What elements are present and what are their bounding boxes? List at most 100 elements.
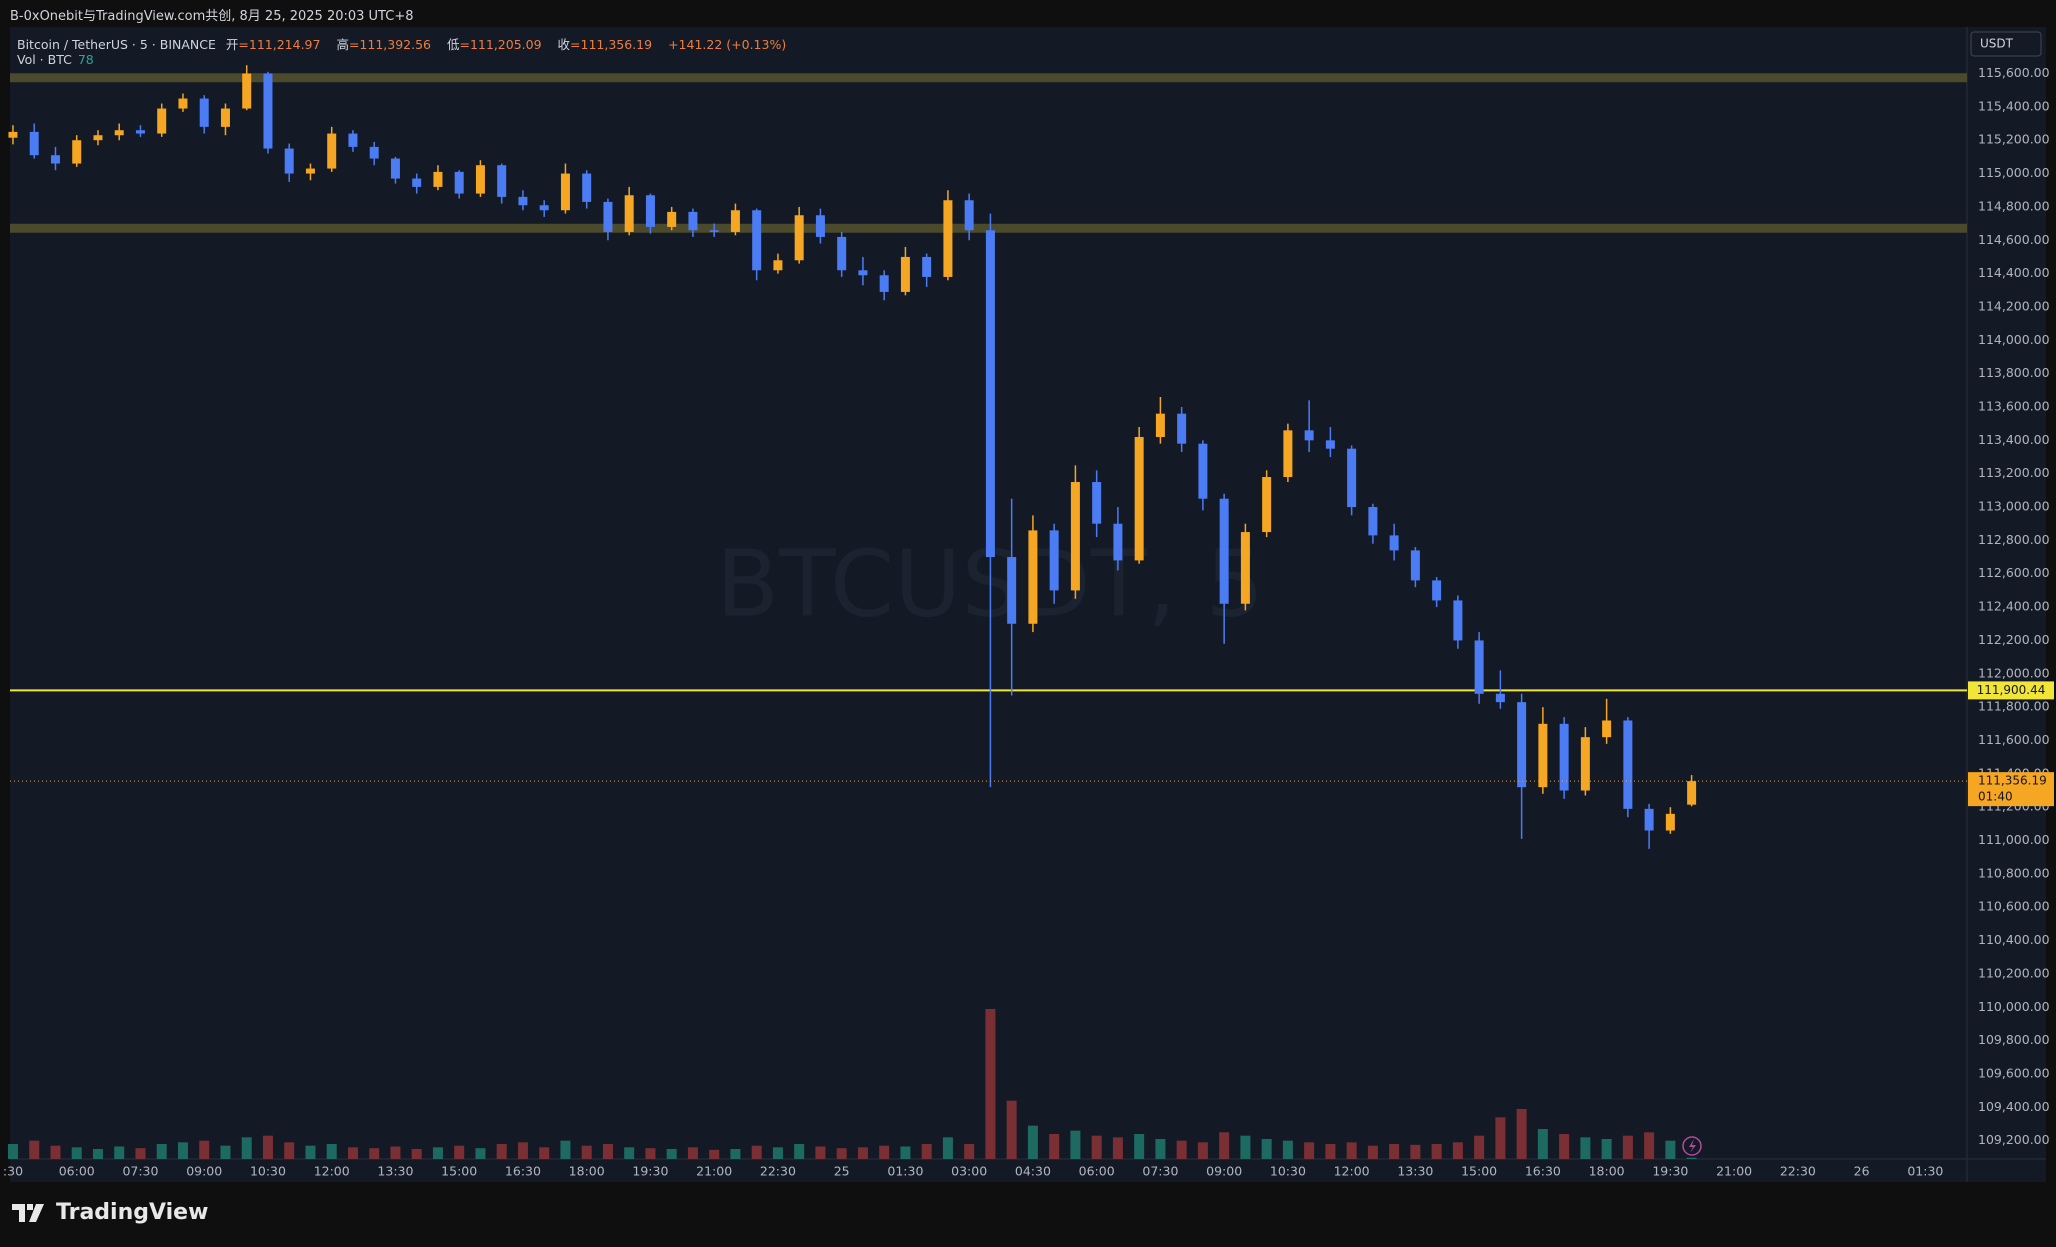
candle-body <box>582 173 592 202</box>
candle-body <box>1368 507 1378 536</box>
alert-icon <box>1689 1139 1696 1153</box>
volume-bar <box>1049 1134 1060 1159</box>
alert-icon[interactable] <box>1682 1136 1702 1156</box>
x-tick-label: 19:30 <box>1652 1164 1688 1179</box>
ohlc-label: 收 <box>557 37 571 52</box>
candle-body <box>560 173 570 211</box>
volume-bar <box>1176 1140 1187 1159</box>
volume-bar <box>1240 1135 1251 1159</box>
candle-body <box>135 130 145 134</box>
y-tick-label: 109,800.00 <box>1978 1032 2050 1047</box>
ohlc-label: 低 <box>446 37 460 52</box>
volume-bar <box>1027 1125 1038 1159</box>
volume-bar <box>645 1148 656 1159</box>
y-tick-label: 114,400.00 <box>1978 265 2050 280</box>
last-price-label: 111,356.19 <box>1978 774 2047 788</box>
change: +141.22 (+0.13%) <box>668 37 787 52</box>
chart-bg <box>10 27 2046 1182</box>
volume-bar <box>29 1140 40 1159</box>
ohlc-value: =111,356.19 <box>570 37 653 52</box>
y-tick-label: 114,600.00 <box>1978 232 2050 247</box>
candle-body <box>688 211 698 231</box>
volume-bar <box>1091 1135 1102 1159</box>
candle-body <box>114 130 124 136</box>
x-tick-label: 26 <box>1854 1164 1870 1179</box>
volume-bar <box>794 1144 805 1159</box>
candle-body <box>93 135 103 141</box>
volume-bar <box>71 1147 82 1159</box>
x-tick-label: 04:30 <box>1015 1164 1051 1179</box>
candle-body <box>157 108 167 134</box>
volume-label[interactable]: Vol · BTC <box>17 52 72 67</box>
candle-body <box>390 158 400 179</box>
y-tick-label: 112,000.00 <box>1978 665 2050 680</box>
ohlc: 低=111,205.09 <box>447 37 548 52</box>
candle-body <box>624 195 634 232</box>
x-tick-label: 07:30 <box>122 1164 158 1179</box>
volume-bar <box>1495 1117 1506 1159</box>
x-tick-label: 09:00 <box>186 1164 222 1179</box>
level-label: 111,900.44 <box>1977 683 2046 697</box>
volume-bar <box>1537 1129 1548 1159</box>
x-tick-label: 21:00 <box>696 1164 732 1179</box>
candle-body <box>1113 523 1123 561</box>
currency: USDT <box>1980 37 2014 51</box>
candle-body <box>1028 530 1038 624</box>
candle-body <box>1155 413 1165 438</box>
y-tick-label: 111,800.00 <box>1978 699 2050 714</box>
y-tick-label: 109,400.00 <box>1978 1099 2050 1114</box>
ohlc: 收=111,356.19 <box>558 37 659 52</box>
candle-body <box>1007 557 1017 624</box>
brand[interactable]: TradingView <box>56 1200 209 1225</box>
candle-body <box>985 230 995 558</box>
candle-body <box>178 98 188 109</box>
volume-bar <box>1431 1144 1442 1159</box>
y-tick-label: 112,600.00 <box>1978 565 2050 580</box>
volume-bar <box>156 1144 167 1159</box>
volume-bar <box>1644 1132 1655 1159</box>
candle-body <box>50 155 60 164</box>
candle-body <box>475 165 485 194</box>
volume-bar <box>900 1146 911 1159</box>
volume-bar <box>857 1147 868 1159</box>
candle-body <box>922 256 932 277</box>
y-tick-label: 114,800.00 <box>1978 198 2050 213</box>
countdown: 01:40 <box>1978 790 2013 804</box>
candle-body <box>1283 430 1293 478</box>
volume-bar <box>411 1149 422 1159</box>
x-tick-label: 10:30 <box>250 1164 286 1179</box>
volume-bar <box>1410 1144 1421 1159</box>
x-tick-label: 16:30 <box>1525 1164 1561 1179</box>
x-tick-label: 01:30 <box>1907 1164 1943 1179</box>
candle-body <box>497 165 507 197</box>
candle-body <box>1538 723 1548 788</box>
y-tick-label: 111,000.00 <box>1978 832 2050 847</box>
x-tick-label: 01:30 <box>887 1164 923 1179</box>
y-tick-label: 113,600.00 <box>1978 399 2050 414</box>
currency-box[interactable] <box>1970 31 2042 57</box>
symbol[interactable]: Bitcoin / TetherUS · 5 · BINANCE <box>17 37 216 52</box>
volume-bar <box>1452 1142 1463 1159</box>
candle-body <box>348 133 358 147</box>
candle-body <box>1495 693 1505 703</box>
candle-body <box>645 195 655 227</box>
volume-bar <box>1197 1142 1208 1159</box>
volume-bar <box>517 1142 528 1159</box>
volume-bar <box>92 1149 103 1159</box>
candle-body <box>1644 808 1654 831</box>
x-tick-label: 12:00 <box>1334 1164 1370 1179</box>
volume-bar <box>836 1148 847 1159</box>
x-tick-label: 15:00 <box>1461 1164 1497 1179</box>
candle-body <box>1070 482 1080 591</box>
volume-bar <box>985 1009 996 1159</box>
y-tick-label: 115,000.00 <box>1978 165 2050 180</box>
volume-bar <box>687 1147 698 1159</box>
volume-bar <box>1304 1142 1315 1159</box>
candle-body <box>1198 443 1208 499</box>
x-tick-label: 13:30 <box>377 1164 413 1179</box>
candle-body <box>539 205 549 211</box>
volume-bar <box>921 1144 932 1159</box>
volume-bar <box>496 1144 507 1159</box>
volume-bar <box>1516 1109 1527 1159</box>
